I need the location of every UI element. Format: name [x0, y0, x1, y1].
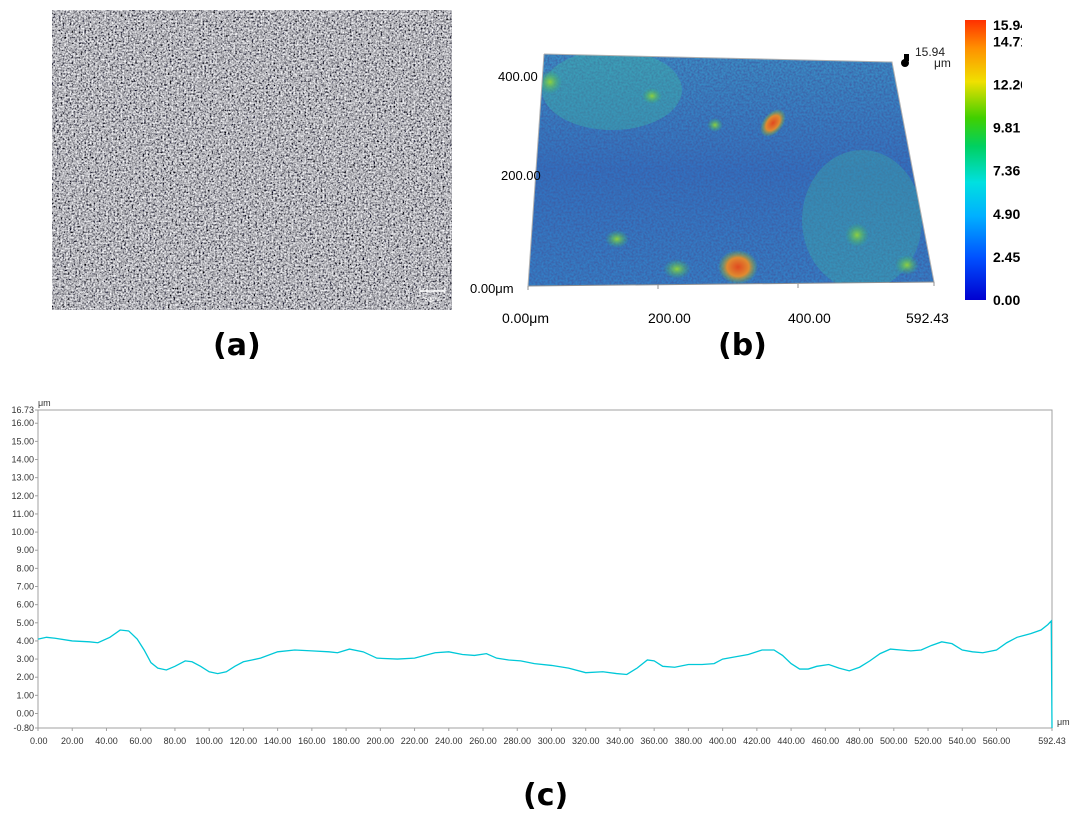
panel-label-a: (a) [213, 328, 261, 363]
colorbar-tick-label: 4.90 [993, 206, 1020, 222]
x-tick-label: 0.00 [30, 736, 48, 746]
x-tick-label: 180.00 [332, 736, 360, 746]
plot-frame [37, 409, 1053, 729]
x-tick-label: 460.00 [812, 736, 840, 746]
x-tick-label: 400.00 [709, 736, 737, 746]
surface-x-tick: 0.00μm [502, 310, 549, 326]
x-tick-label: 120.00 [230, 736, 258, 746]
y-tick-label: 6.00 [16, 600, 34, 610]
x-tick-label: 320.00 [572, 736, 600, 746]
surface-x-tick: 592.43 [906, 310, 949, 326]
y-tick-label: 11.00 [12, 509, 34, 519]
x-unit-label: μm [1057, 717, 1070, 727]
colorbar-tick-label: 0.00 [993, 292, 1020, 308]
x-tick-label: 80.00 [164, 736, 187, 746]
micrograph-image: 50μm [52, 10, 452, 310]
x-tick-label: 540.00 [948, 736, 976, 746]
y-tick-label: -0.80 [13, 723, 34, 733]
x-tick-label: 420.00 [743, 736, 771, 746]
y-tick-label: 2.00 [16, 672, 34, 682]
x-tick-label: 100.00 [195, 736, 223, 746]
panel-label-b: (b) [718, 328, 767, 363]
profile-series-line [37, 619, 1053, 729]
surface-3d-plot: 15.94 μm 400.00 200.00 0.00μm 0.00μm 200… [470, 17, 1022, 326]
y-tick-label: 16.73 [11, 405, 34, 415]
x-tick-label: 220.00 [401, 736, 429, 746]
y-tick-label: 3.00 [16, 654, 34, 664]
colorbar-tick-label: 12.26 [993, 77, 1022, 93]
x-tick-label: 440.00 [777, 736, 805, 746]
y-tick-label: 4.00 [16, 636, 34, 646]
x-tick-label: 520.00 [914, 736, 942, 746]
z-max-label: 15.94 [915, 45, 945, 59]
surface-x-tick: 400.00 [788, 310, 831, 326]
y-tick-label: 5.00 [16, 618, 34, 628]
y-unit-label: μm [38, 398, 51, 408]
y-tick-label: 1.00 [16, 690, 34, 700]
surface-y-tick: 0.00μm [470, 281, 514, 296]
y-tick-label: 7.00 [16, 582, 34, 592]
x-tick-label: 140.00 [264, 736, 292, 746]
colorbar-tick-label: 9.81 [993, 120, 1020, 136]
y-tick-label: 9.00 [16, 545, 34, 555]
y-tick-label: 8.00 [16, 563, 34, 573]
profile-line-chart: μm μm 16.73 16.00 15.00 14.00 13.00 12.00 11.0… [11, 398, 1070, 746]
x-tick-label: 380.00 [675, 736, 703, 746]
x-tick-label: 20.00 [61, 736, 84, 746]
colorbar [965, 20, 986, 300]
x-tick-label: 160.00 [298, 736, 326, 746]
x-tick-label: 480.00 [846, 736, 874, 746]
x-tick-label: 340.00 [606, 736, 634, 746]
x-tick-label: 360.00 [640, 736, 668, 746]
x-tick-label: 60.00 [129, 736, 152, 746]
y-tick-label: 12.00 [11, 491, 34, 501]
x-tick-label: 300.00 [538, 736, 566, 746]
scale-bar-label: 50μm [424, 297, 439, 303]
surface-y-tick: 200.00 [501, 168, 541, 183]
panel-label-c: (c) [523, 778, 569, 813]
y-tick-label: 14.00 [11, 455, 34, 465]
scale-bar: 50μm [419, 288, 445, 303]
x-tick-label: 240.00 [435, 736, 463, 746]
colorbar-tick-label: 7.36 [993, 163, 1020, 179]
x-tick-label: 560.00 [983, 736, 1011, 746]
x-tick-label: 260.00 [469, 736, 497, 746]
surface-y-tick: 400.00 [498, 69, 538, 84]
colorbar-tick-label: 2.45 [993, 249, 1020, 265]
x-tick-label: 280.00 [503, 736, 531, 746]
x-tick-label: 40.00 [95, 736, 118, 746]
colorbar-tick-label: 14.71 [993, 34, 1022, 50]
y-tick-label: 10.00 [11, 527, 34, 537]
y-tick-label: 16.00 [11, 418, 34, 428]
z-max-marker: 15.94 μm [901, 45, 951, 70]
x-tick-label: 500.00 [880, 736, 908, 746]
surface-map [528, 54, 934, 286]
x-tick-label: 592.43 [1038, 736, 1066, 746]
z-unit-label: μm [934, 56, 951, 70]
surface-x-tick: 200.00 [648, 310, 691, 326]
y-tick-label: 15.00 [11, 436, 34, 446]
x-tick-label: 200.00 [367, 736, 395, 746]
y-tick-label: 13.00 [11, 473, 34, 483]
y-tick-label: 0.00 [16, 708, 34, 718]
